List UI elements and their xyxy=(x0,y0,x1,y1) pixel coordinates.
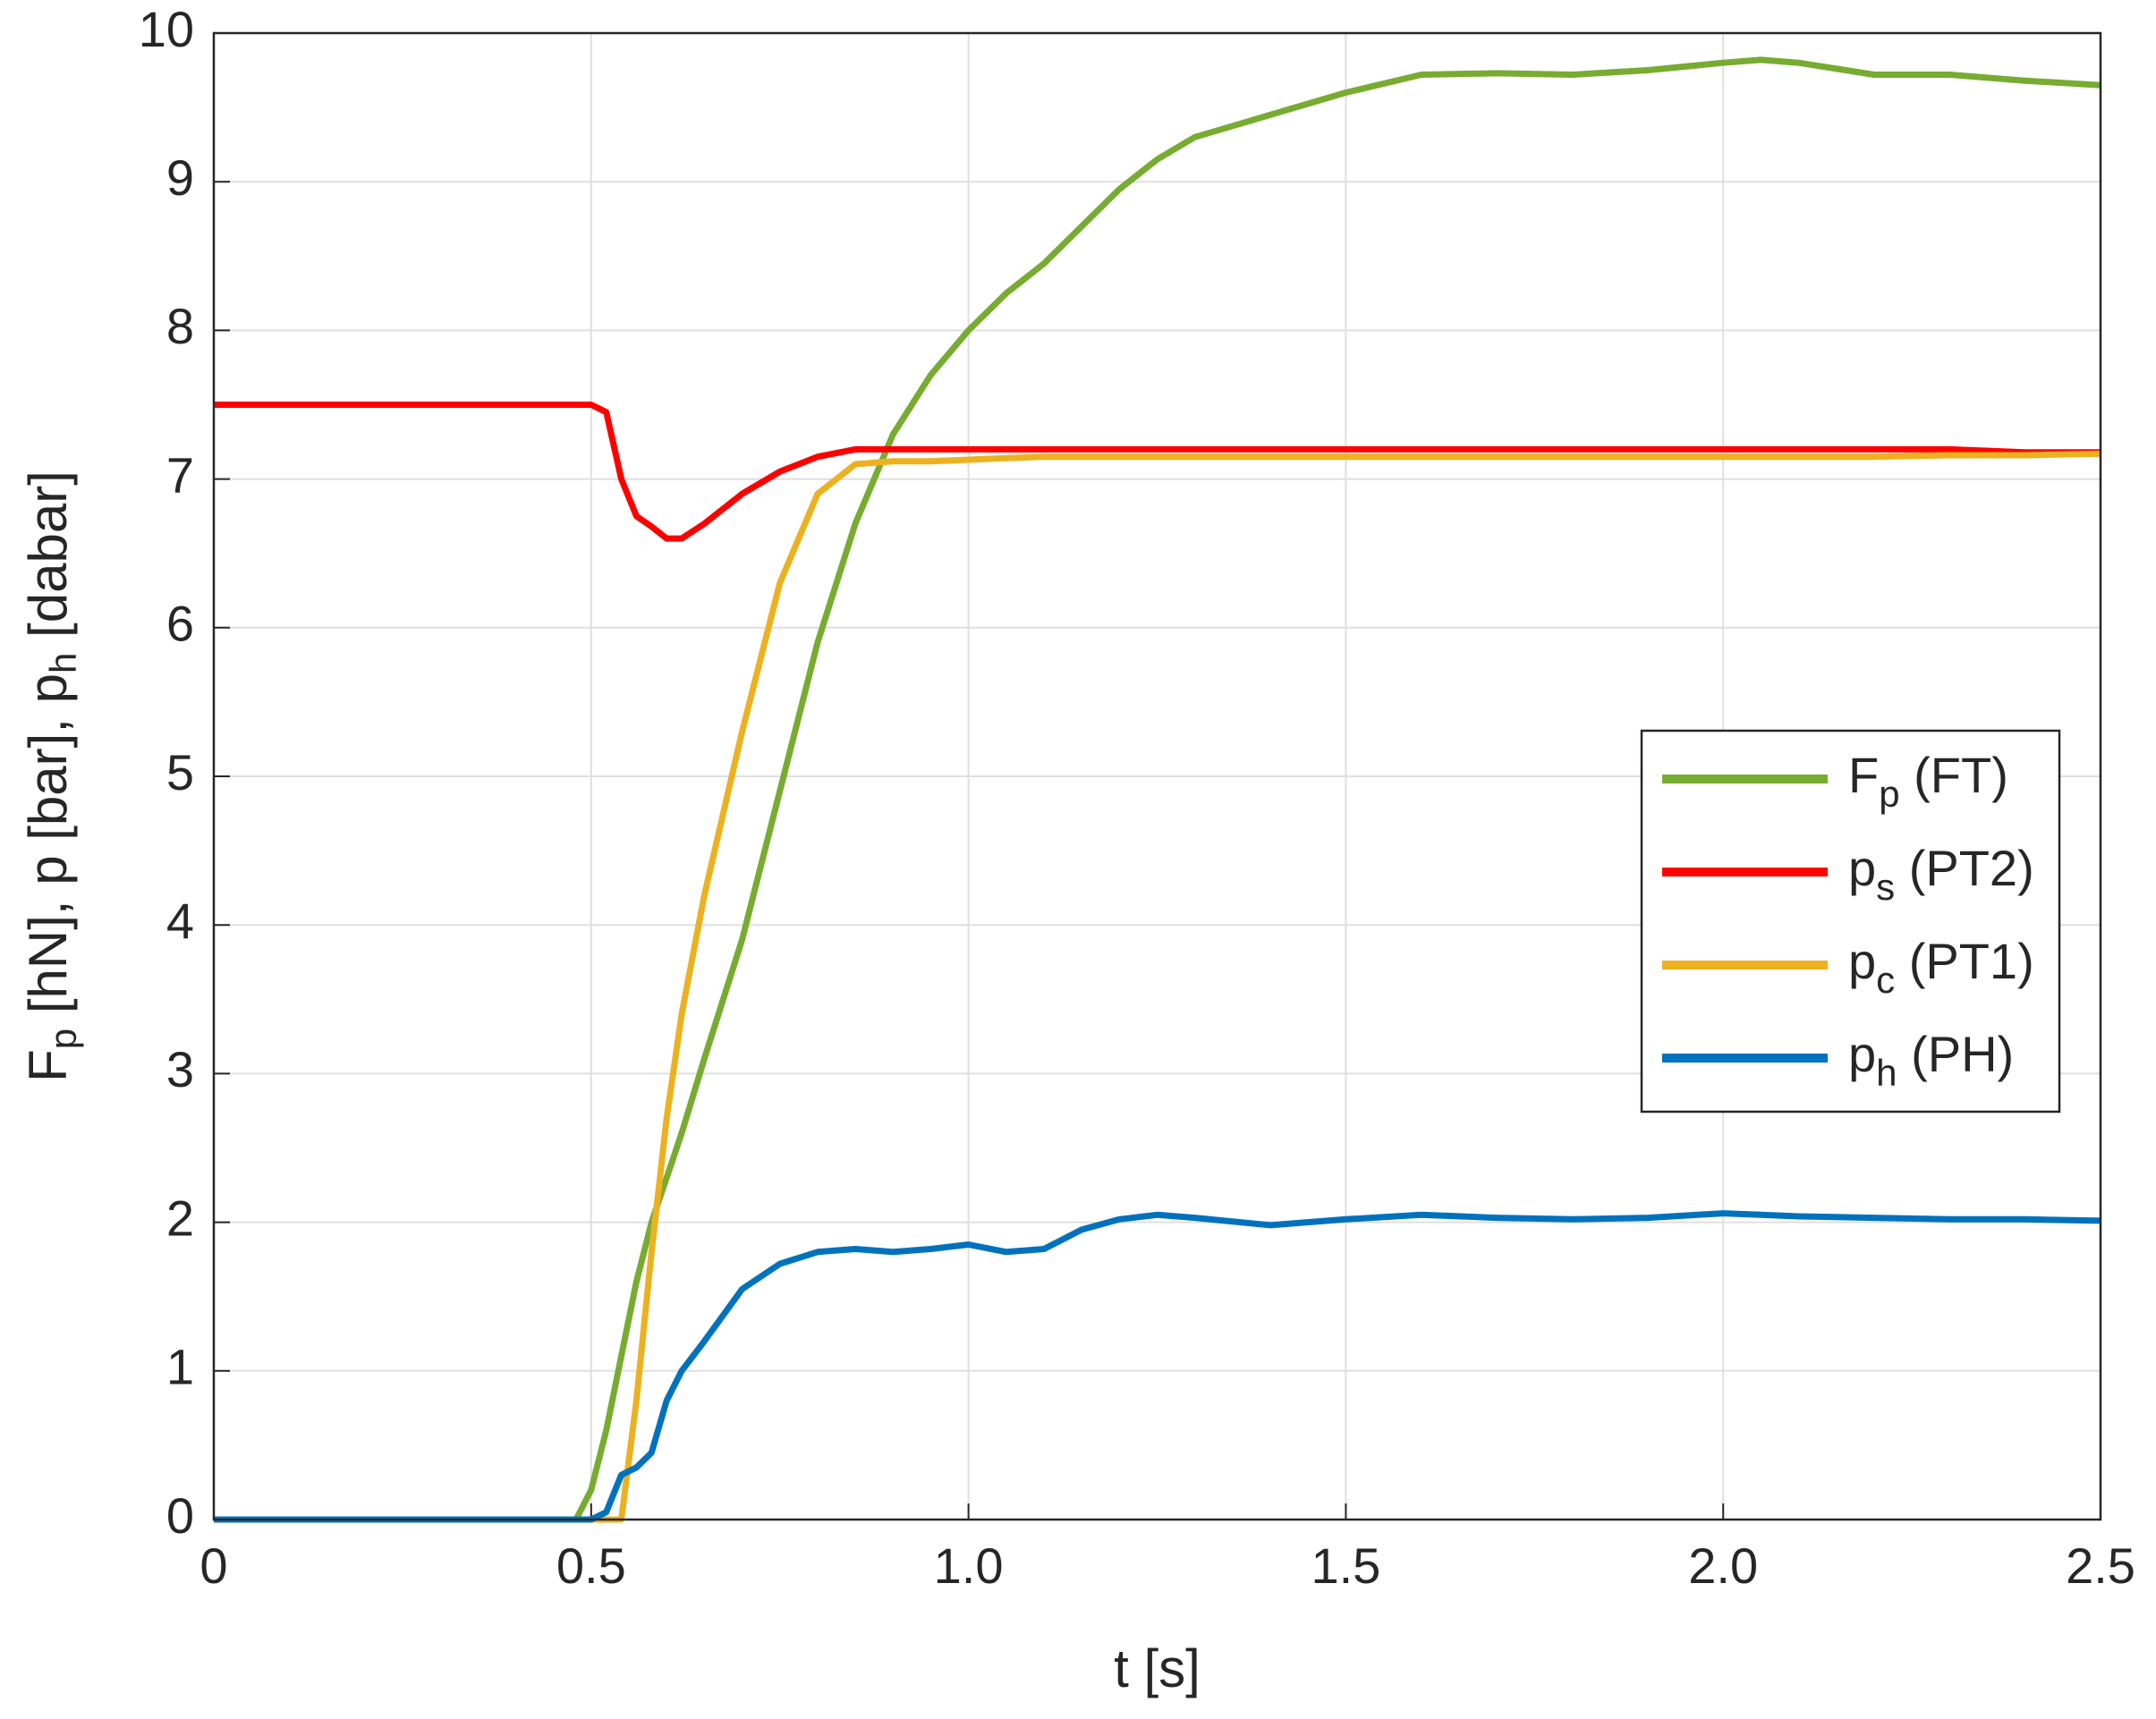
y-tick-label: 4 xyxy=(166,893,194,949)
legend-subscript: h xyxy=(1876,1052,1897,1094)
axes-box xyxy=(212,31,2102,1521)
x-tick-label: 1.5 xyxy=(1311,1537,1380,1594)
legend-label: ps (PT2) xyxy=(1848,840,2034,908)
legend-label: pc (PT1) xyxy=(1848,933,2034,1001)
y-tick-label: 8 xyxy=(166,298,194,354)
legend-label: Fp (FT) xyxy=(1848,747,2008,815)
legend-label-part: (PT2) xyxy=(1895,840,2034,896)
y-tick-label: 10 xyxy=(139,1,194,57)
y-tick-label: 5 xyxy=(166,744,194,800)
legend-label-part: p xyxy=(1848,840,1876,896)
y-tick-label: 0 xyxy=(166,1487,194,1544)
legend-box xyxy=(1640,729,2061,1114)
x-tick-label: 0 xyxy=(199,1537,227,1594)
legend-label-part: (PT1) xyxy=(1895,933,2034,989)
legend-label-part: p xyxy=(1848,933,1876,989)
y-axis-label-part: [hN], p [bar], p xyxy=(18,673,78,1029)
y-axis-label-part: [dabar] xyxy=(18,470,78,652)
y-tick-label: 7 xyxy=(166,446,194,503)
legend-label-part: p xyxy=(1848,1026,1876,1082)
y-tick-label: 1 xyxy=(166,1339,194,1395)
y-axis-label-subscript: h xyxy=(42,653,84,673)
y-tick-label: 3 xyxy=(166,1041,194,1097)
legend-label-part: (FT) xyxy=(1900,747,2008,803)
x-axis-label: t [s] xyxy=(1114,1639,1201,1698)
series-line xyxy=(214,402,2101,542)
y-tick-label: 9 xyxy=(166,149,194,206)
legend-label: ph (PH) xyxy=(1848,1026,2014,1094)
x-tick-label: 1.0 xyxy=(934,1537,1004,1594)
x-tick-label: 2.0 xyxy=(1688,1537,1758,1594)
legend-subscript: s xyxy=(1876,866,1895,908)
series-line xyxy=(214,56,2101,1523)
legend-subscript: p xyxy=(1879,773,1899,815)
x-tick-label: 0.5 xyxy=(556,1537,626,1594)
legend-subscript: c xyxy=(1876,959,1895,1001)
y-axis-label-part: F xyxy=(18,1049,78,1082)
legend-label-part: (PH) xyxy=(1897,1026,2015,1082)
x-tick-label: 2.5 xyxy=(2066,1537,2135,1594)
legend-label-part: F xyxy=(1848,747,1879,803)
y-axis-label-subscript: p xyxy=(42,1029,84,1049)
y-tick-label: 2 xyxy=(166,1190,194,1246)
series-line xyxy=(214,1210,2101,1523)
y-tick-label: 6 xyxy=(166,596,194,652)
y-axis-label: Fp [hN], p [bar], ph [dabar] xyxy=(18,470,84,1082)
